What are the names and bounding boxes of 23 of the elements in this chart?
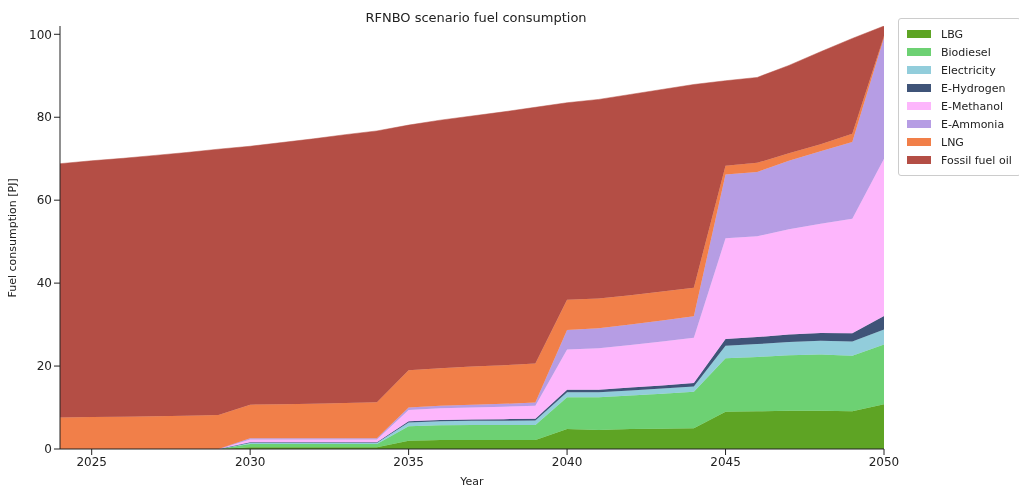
y-tick-label: 40 xyxy=(36,276,52,291)
y-tick-label: 100 xyxy=(29,27,52,42)
x-axis-title: Year xyxy=(459,475,485,488)
x-tick-label: 2035 xyxy=(393,454,424,469)
y-tick-label: 20 xyxy=(36,359,52,374)
legend-label: Electricity xyxy=(941,63,996,77)
x-tick-label: 2045 xyxy=(710,454,741,469)
legend-label: LNG xyxy=(941,135,964,149)
legend-label: Biodiesel xyxy=(941,45,991,59)
legend-label: E-Ammonia xyxy=(941,117,1005,131)
x-tick-label: 2030 xyxy=(234,454,266,469)
y-axis-title: Fuel consumption [PJ] xyxy=(5,178,19,298)
y-tick-label: 0 xyxy=(44,442,52,457)
chart-title: RFNBO scenario fuel consumption xyxy=(365,10,587,25)
y-tick-label: 80 xyxy=(36,110,52,125)
legend-label: E-Hydrogen xyxy=(941,81,1006,95)
x-tick-label: 2040 xyxy=(551,454,583,469)
x-tick-label: 2050 xyxy=(868,454,900,469)
legend-label: Fossil fuel oil xyxy=(941,153,1012,167)
legend-label: E-Methanol xyxy=(941,99,1003,113)
legend-label: LBG xyxy=(941,27,964,41)
x-tick-label: 2025 xyxy=(76,454,107,469)
y-tick-label: 60 xyxy=(36,193,52,208)
